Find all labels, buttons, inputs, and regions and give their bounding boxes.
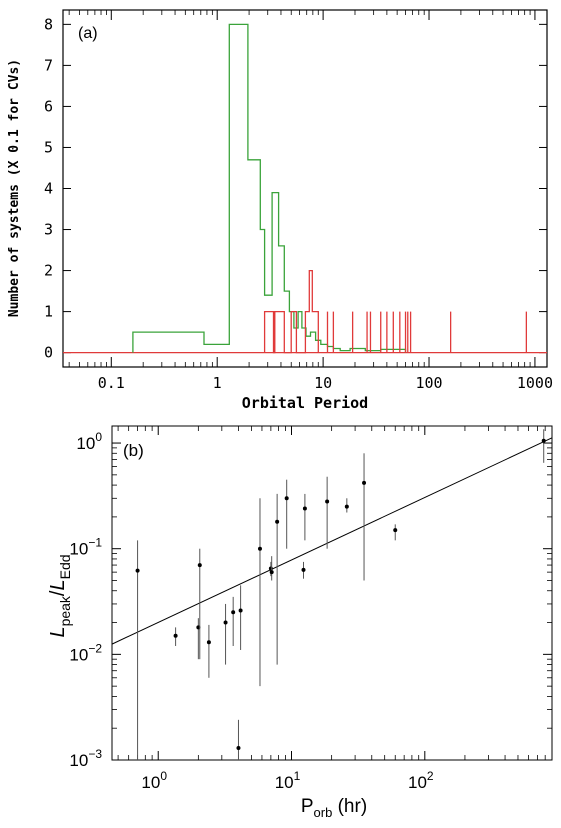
data-point (275, 493, 280, 665)
x-tick-label: 100 (141, 769, 167, 792)
panel-a-histogram: (a) 0 1 2 3 4 5 6 7 8 0.1 1 10 100 1000 Orbital Peri… (7, 9, 553, 412)
panel-a-y-label: Number of systems (X 0.1 for CVs) (7, 59, 22, 317)
point-marker (238, 608, 243, 613)
point-marker (344, 504, 349, 509)
y-tick-label: 0 (44, 344, 53, 362)
y-label-a: L (47, 626, 69, 637)
x-tick-label: 1 (213, 374, 222, 392)
data-point (302, 493, 307, 541)
panel-a-x-ticks: 0.1 1 10 100 1000 (68, 10, 553, 392)
data-point (236, 719, 241, 760)
panel-b-y-ticks: 10−3 10−2 10−1 100 (69, 430, 552, 770)
data-point (197, 548, 202, 660)
point-marker (268, 566, 273, 571)
data-point (362, 453, 367, 581)
panel-b-x-label: Porb (hr) (301, 796, 367, 820)
data-point (393, 524, 398, 541)
x-tick-label: 102 (408, 769, 434, 792)
point-marker (302, 506, 307, 511)
panel-a-label: (a) (78, 25, 98, 42)
point-marker (284, 496, 289, 501)
panel-b-label: (b) (123, 441, 144, 460)
data-point (284, 479, 289, 549)
point-marker (173, 633, 178, 638)
panel-a-y-ticks: 0 1 2 3 4 5 6 7 8 (44, 15, 547, 362)
point-marker (236, 745, 241, 750)
x-label-main: P (301, 796, 314, 817)
y-label-slash: / (47, 590, 69, 596)
lmxb-histogram (263, 269, 319, 354)
panel-b-frame (111, 425, 553, 761)
fit-line (111, 437, 553, 645)
point-marker (541, 438, 546, 443)
point-marker (301, 567, 306, 572)
point-marker (269, 570, 274, 575)
point-marker (362, 480, 367, 485)
y-tick-label: 1 (44, 303, 53, 321)
y-tick-label: 8 (44, 15, 53, 33)
x-tick-label: 0.1 (98, 374, 125, 392)
y-tick-label: 3 (44, 221, 53, 239)
data-point (344, 498, 349, 513)
y-label-a-sub: peak (57, 595, 73, 626)
x-label-tail: (hr) (332, 796, 367, 817)
data-point (257, 498, 262, 687)
x-tick-label: 101 (275, 769, 301, 792)
point-marker (197, 563, 202, 568)
cv-histogram (132, 23, 407, 353)
point-marker (231, 610, 236, 615)
y-tick-label: 6 (44, 97, 53, 115)
x-tick-label: 10 (314, 374, 332, 392)
x-tick-label: 100 (415, 374, 442, 392)
y-tick-label: 7 (44, 56, 53, 74)
panel-b-y-label: Lpeak/LEdd (47, 554, 73, 637)
y-label-b-sub: Edd (57, 554, 73, 579)
panel-b-fit (111, 437, 553, 645)
x-label-sub: orb (314, 805, 333, 820)
panel-b-x-ticks: 100 101 102 (117, 426, 553, 792)
point-marker (393, 528, 398, 533)
data-point (206, 624, 211, 678)
panel-a-series (63, 23, 547, 354)
data-point (223, 603, 228, 665)
point-marker (257, 546, 262, 551)
y-label-b: L (47, 579, 69, 590)
data-point (231, 596, 236, 646)
data-point (135, 540, 140, 760)
panel-a-x-label: Orbital Period (242, 394, 368, 412)
y-tick-label: 10−1 (69, 536, 102, 559)
y-tick-label: 10−2 (69, 641, 102, 664)
data-point (238, 585, 243, 650)
point-marker (325, 499, 330, 504)
y-tick-label: 2 (44, 262, 53, 280)
x-tick-label: 1000 (517, 374, 553, 392)
data-point (269, 556, 274, 581)
data-point (173, 627, 178, 646)
y-tick-label: 100 (76, 430, 102, 453)
y-tick-label: 10−3 (69, 747, 102, 770)
y-tick-label: 5 (44, 138, 53, 156)
y-tick-label: 4 (44, 180, 53, 198)
point-marker (206, 640, 211, 645)
point-marker (135, 568, 140, 573)
panel-b-points (135, 429, 546, 760)
data-point (325, 476, 330, 549)
data-point (541, 429, 546, 463)
point-marker (223, 620, 228, 625)
data-point (301, 561, 306, 579)
point-marker (275, 519, 280, 524)
